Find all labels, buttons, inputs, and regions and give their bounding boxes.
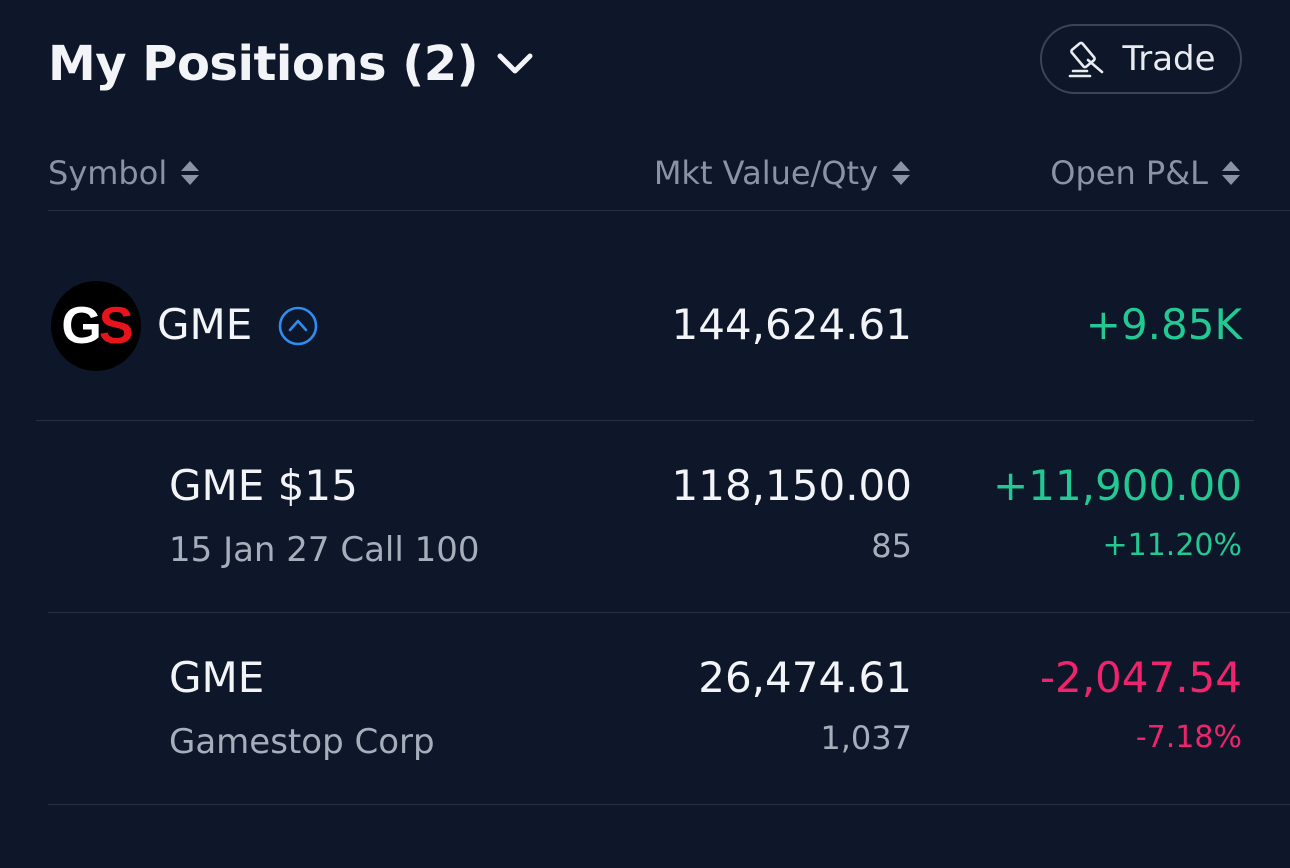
position-description: 15 Jan 27 Call 100 [169,530,480,570]
row-divider [48,612,1290,613]
position-open-pnl: +11,900.00 [993,461,1242,510]
column-header-open-pnl-label: Open P&L [1050,154,1208,192]
column-header-mkt-value[interactable]: Mkt Value/Qty [654,150,912,196]
group-mkt-value: 144,624.61 [671,300,912,349]
positions-title-toggle[interactable]: My Positions (2) [48,34,536,94]
position-symbol: GME [169,653,265,702]
page-title: My Positions (2) [48,36,479,92]
row-divider [48,804,1290,805]
position-row[interactable]: GME $15 15 Jan 27 Call 100 118,150.00 85… [0,422,1290,612]
trade-button-label: Trade [1122,39,1216,79]
sort-icon [181,161,200,185]
position-open-pnl-percent: -7.18% [1135,720,1242,755]
column-header-symbol[interactable]: Symbol [48,150,201,196]
group-divider [36,420,1254,421]
trade-button[interactable]: Trade [1040,24,1242,94]
column-header-symbol-label: Symbol [48,154,168,192]
sort-icon [892,161,910,185]
position-open-pnl: -2,047.54 [1039,653,1242,702]
position-row[interactable]: GME Gamestop Corp 26,474.61 1,037 -2,047… [0,614,1290,804]
header-divider [48,210,1290,211]
position-qty: 85 [871,527,912,565]
logo-letter-g: G [61,297,101,355]
group-symbol: GME [157,300,253,349]
position-mkt-value: 118,150.00 [671,461,912,510]
column-header-mkt-value-label: Mkt Value/Qty [653,154,878,192]
position-mkt-value: 26,474.61 [698,653,912,702]
group-open-pnl: +9.85K [1085,300,1242,349]
gavel-icon [1069,41,1104,78]
logo-letter-s: S [98,297,134,355]
column-header-open-pnl[interactable]: Open P&L [1050,150,1242,196]
sort-icon [1222,161,1240,185]
positions-header: My Positions (2) Trade [48,24,1242,100]
position-description: Gamestop Corp [169,722,435,762]
chevron-down-icon [497,53,533,74]
position-symbol: GME $15 [169,461,358,510]
chevron-up-circle-icon[interactable] [278,306,318,346]
position-qty: 1,037 [820,719,912,757]
position-open-pnl-percent: +11.20% [1102,528,1242,563]
